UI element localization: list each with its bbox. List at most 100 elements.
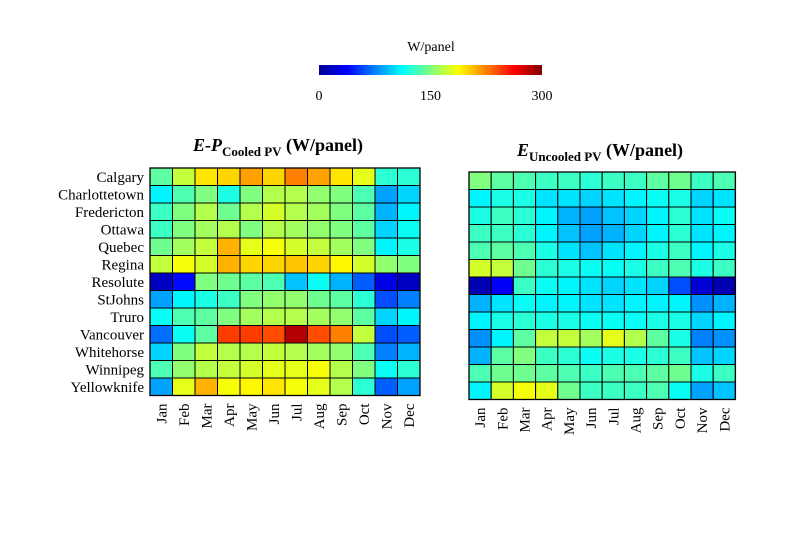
heatmap-cell [262,185,286,204]
heatmap-cell [397,202,421,221]
heatmap-cell [712,329,736,348]
heatmap-cell [512,259,537,278]
heatmap-cell [194,167,218,186]
heatmap-cell [535,189,559,208]
heatmap-cell [307,202,331,221]
heatmap-cell [397,185,421,204]
heatmap-cell [646,294,670,313]
heatmap-cell [397,325,421,344]
heatmap-cell [374,342,398,361]
heatmap-cell [172,307,196,326]
heatmap-cell [172,185,196,204]
heatmap-cell [623,171,648,190]
heatmap-cell [668,171,692,190]
heatmap-cell [646,224,670,243]
heatmap-cell [668,259,692,278]
heatmap-cell [194,377,218,396]
heatmap-cell [262,167,286,186]
heatmap-cell [712,259,736,278]
heatmap-cell [149,307,173,326]
heatmap-cell [172,255,196,274]
heatmap-cell [374,220,398,239]
heatmap-cell [601,171,625,190]
heatmap-cell [623,259,648,278]
heatmap-cell [690,171,714,190]
row-label: Whitehorse [75,345,144,361]
heatmap-cell [579,311,603,330]
heatmap-cell [352,360,376,379]
heatmap-cell [646,381,670,400]
heatmap-cell [307,185,331,204]
heatmap-cell [262,325,286,344]
heatmap-cell [374,202,398,221]
heatmap-cell [262,360,286,379]
heatmap-cell [712,171,736,190]
heatmap-cell [239,167,263,186]
heatmap-cell [712,311,736,330]
heatmap-cell [535,381,559,400]
heatmap-cell [307,325,331,344]
heatmap-cell [194,220,218,239]
heatmap-cell [397,342,421,361]
heatmap-cell [579,329,603,348]
heatmap-cell [374,290,398,309]
heatmap-cell [712,276,736,295]
heatmap-cell [646,346,670,365]
heatmap-cell [149,325,173,344]
heatmap-cell [397,220,421,239]
heatmap-cell [512,294,537,313]
heatmap-cell [668,311,692,330]
heatmap-cell [646,171,670,190]
heatmap-cell [374,377,398,396]
heatmap-cell [217,237,241,256]
heatmap-cell [239,255,263,274]
heatmap-cell [690,329,714,348]
heatmap-cell [468,346,492,365]
heatmap-cell [690,206,714,225]
heatmap-cell [646,189,670,208]
heatmap-cell [352,377,376,396]
heatmap-cell [490,346,514,365]
row-label: Fredericton [75,205,145,221]
column-label: Nov [695,407,711,433]
heatmap-cell [262,255,286,274]
heatmap-cell [646,311,670,330]
heatmap-cell [262,220,286,239]
heatmap-cell [557,206,581,225]
heatmap-cell [352,307,376,326]
column-label: Feb [177,404,193,427]
heatmap-cell [262,290,286,309]
heatmap-cell [668,364,692,383]
heatmap-cell [329,185,353,204]
heatmap-cell [397,377,421,396]
heatmap-cell [512,311,537,330]
heatmap-cell [579,189,603,208]
heatmap-cell [557,224,581,243]
heatmap-cell [262,342,286,361]
heatmap-cell [307,307,331,326]
heatmap-cell [668,206,692,225]
heatmap-cell [712,346,736,365]
heatmap-cell [490,259,514,278]
colorbar: W/panel 0 150 300 [316,40,553,104]
heatmap-cell [397,307,421,326]
heatmap-cell [668,294,692,313]
heatmap-cell [668,346,692,365]
heatmap-cell [690,189,714,208]
heatmap-cell [172,167,196,186]
heatmap-cell [468,329,492,348]
heatmap-cell [535,364,559,383]
heatmap-cell [623,346,648,365]
heatmap-cell [307,272,331,291]
heatmap-cell [329,255,353,274]
row-label: Quebec [98,240,144,256]
heatmap-cell [397,272,421,291]
heatmap-cell [374,237,398,256]
column-label: Jul [606,408,622,426]
heatmap-cell [239,237,263,256]
column-label: Dec [717,407,733,431]
heatmap-cell [601,294,625,313]
heatmap-cell [535,294,559,313]
heatmap-cell [690,346,714,365]
heatmap-cell [217,255,241,274]
